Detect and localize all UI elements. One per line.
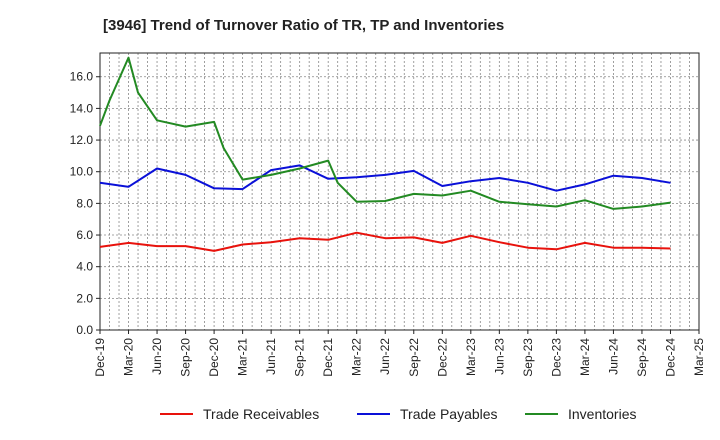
x-tick-label: Mar-20	[122, 338, 136, 376]
series-line-inventories	[99, 56, 671, 210]
x-tick-label: Jun-21	[264, 338, 278, 375]
x-axis: Dec-19 Mar-20 Jun-20 Sep-20 Dec-20 Mar-21 Jun-…	[93, 330, 706, 377]
legend-label: Inventories	[568, 406, 636, 422]
x-tick-label: Dec-19	[93, 338, 107, 377]
x-tick-label: Dec-24	[663, 338, 677, 377]
series-lines	[99, 56, 671, 252]
y-tick-label: 16.0	[70, 70, 94, 84]
legend-label: Trade Receivables	[203, 406, 319, 422]
plot-frame	[99, 52, 700, 331]
x-tick-label: Mar-25	[692, 338, 706, 376]
grid	[99, 53, 700, 331]
x-tick-label: Mar-22	[350, 338, 364, 376]
legend: Trade Receivables Trade Payables Inventori…	[160, 406, 636, 422]
chart-title: [3946] Trend of Turnover Ratio of TR, TP…	[103, 17, 504, 34]
x-tick-label: Mar-21	[236, 338, 250, 376]
x-tick-label: Sep-22	[407, 338, 421, 377]
y-tick-label: 4.0	[76, 260, 93, 274]
series-line-trade-receivables	[99, 231, 671, 252]
legend-label: Trade Payables	[400, 406, 498, 422]
x-tick-label: Dec-23	[549, 338, 563, 377]
x-tick-label: Mar-23	[464, 338, 478, 376]
x-tick-label: Jun-23	[492, 338, 506, 375]
x-tick-label: Jun-22	[378, 338, 392, 375]
x-tick-label: Dec-22	[435, 338, 449, 377]
y-tick-label: 0.0	[76, 323, 93, 337]
y-tick-label: 2.0	[76, 291, 93, 305]
x-tick-label: Mar-24	[578, 338, 592, 376]
y-axis: 0.0 2.0 4.0 6.0 8.0 10.0 12.0 14.0 16.0	[70, 70, 100, 337]
x-tick-label: Jun-20	[150, 338, 164, 375]
x-tick-label: Sep-20	[179, 338, 193, 377]
x-tick-label: Sep-21	[293, 338, 307, 377]
x-tick-label: Sep-23	[521, 338, 535, 377]
y-tick-label: 8.0	[76, 196, 93, 210]
x-tick-label: Sep-24	[635, 338, 649, 377]
series-line-trade-payables	[99, 164, 671, 192]
y-tick-label: 10.0	[70, 165, 94, 179]
x-tick-label: Jun-24	[606, 338, 620, 375]
y-tick-label: 12.0	[70, 133, 94, 147]
y-tick-label: 14.0	[70, 101, 94, 115]
x-tick-label: Dec-21	[321, 338, 335, 377]
x-tick-label: Dec-20	[207, 338, 221, 377]
y-tick-label: 6.0	[76, 228, 93, 242]
